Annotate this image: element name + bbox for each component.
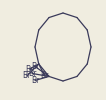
- Text: Br: Br: [26, 64, 34, 74]
- Text: Br: Br: [41, 72, 49, 80]
- Text: Br: Br: [31, 76, 39, 85]
- Text: Br: Br: [23, 72, 31, 80]
- Text: Br: Br: [28, 69, 36, 78]
- Text: Br: Br: [31, 62, 39, 71]
